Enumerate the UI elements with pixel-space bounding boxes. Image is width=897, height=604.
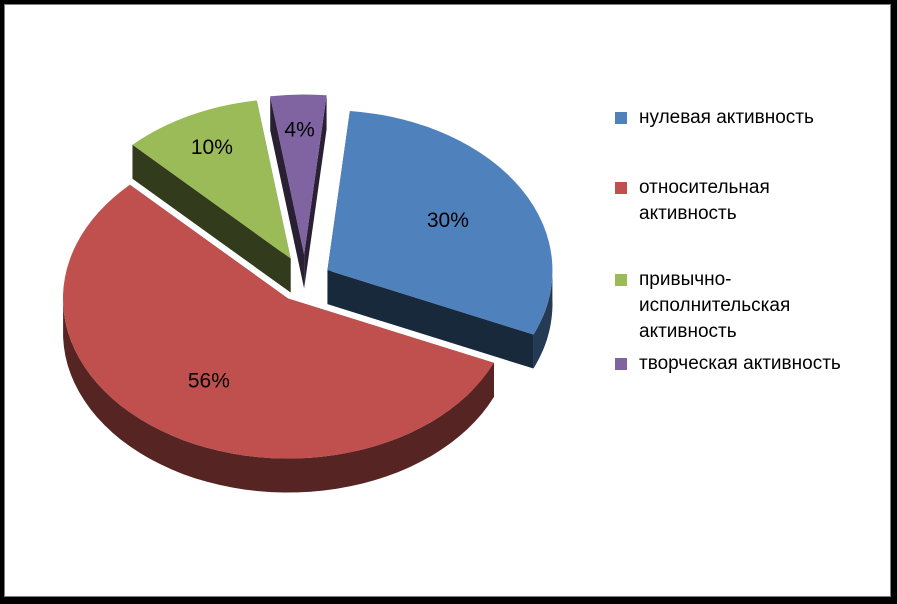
legend-label: творческая активность [639, 353, 841, 374]
legend-swatch [615, 274, 627, 286]
legend-swatch [615, 358, 627, 370]
legend-swatch [615, 112, 627, 124]
pie-slice-zero-activity [327, 111, 553, 335]
legend-label: нулевая активность [639, 107, 814, 128]
chart-area: 30% 56% 10% 4% нулевая активность относител… [4, 4, 891, 597]
pie-slice-wall-creative-activity [270, 96, 305, 289]
legend-label: относительная активность [639, 177, 770, 224]
pie-slice-wall-habitual-activity [132, 144, 291, 293]
legend: нулевая активность относительная активно… [615, 105, 890, 377]
legend-label: привычно-исполнительская активность [639, 269, 791, 342]
data-label-creative-activity: 4% [284, 119, 314, 142]
pie-slice-edge-relative-activity [63, 293, 494, 493]
pie-slice-relative-activity [62, 184, 495, 459]
legend-swatch [615, 182, 627, 194]
legend-item-zero-activity: нулевая активность [615, 105, 890, 131]
legend-item-habitual-activity: привычно-исполнительская активность [615, 267, 859, 345]
data-label-relative-activity: 56% [188, 369, 230, 392]
pie-slice-edge-zero-activity [533, 266, 553, 369]
legend-item-relative-activity: относительная активность [615, 175, 839, 227]
data-label-habitual-activity: 10% [191, 136, 233, 159]
pie-slice-creative-activity [270, 94, 327, 255]
data-label-zero-activity: 30% [427, 209, 469, 232]
pie-slice-wall-zero-activity [327, 270, 534, 369]
pie-slice-wall-creative-activity [304, 95, 327, 289]
pie-chart: 30% 56% 10% 4% [62, 94, 553, 493]
pie-slice-habitual-activity [132, 100, 291, 259]
legend-item-creative-activity: творческая активность [615, 351, 890, 377]
